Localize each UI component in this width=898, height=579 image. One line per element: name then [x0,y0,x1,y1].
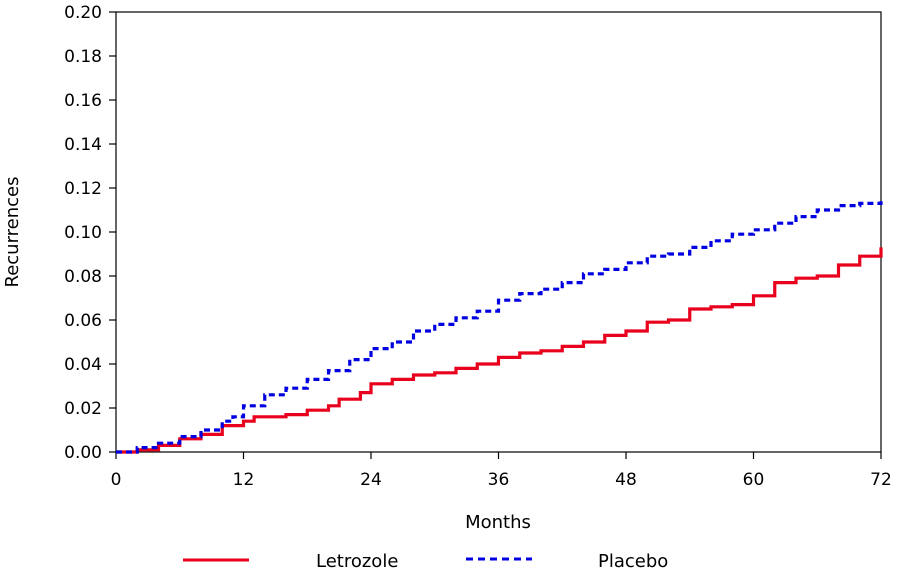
y-tick-label: 0.02 [64,399,102,419]
legend: Letrozole Placebo [183,551,668,572]
legend-label-placebo: Placebo [598,551,668,572]
y-tick-label: 0.16 [64,91,102,111]
series-layer [116,201,883,454]
y-tick-label: 0.20 [64,3,102,23]
x-tick-label: 0 [111,470,122,490]
x-tick-label: 60 [743,470,765,490]
x-tick-label: 24 [360,470,382,490]
y-tick-label: 0.00 [64,443,102,463]
x-tick-label: 36 [488,470,510,490]
y-tick-label: 0.18 [64,47,102,67]
y-tick-label: 0.14 [64,135,102,155]
y-tick-label: 0.06 [64,311,102,331]
x-tick-label: 12 [233,470,255,490]
y-axis: 0.00 0.02 0.04 0.06 0.08 0.10 0.12 0.14 0.16 0.18… [64,3,116,463]
series-line-placebo [116,201,883,454]
y-tick-label: 0.10 [64,223,102,243]
y-tick-label: 0.08 [64,267,102,287]
x-axis-label: Months [465,512,531,533]
y-axis-label: Recurrences [2,177,23,288]
x-tick-label: 72 [870,470,892,490]
x-tick-label: 48 [615,470,637,490]
series-line-letrozole [116,247,883,454]
y-tick-label: 0.12 [64,179,102,199]
plot-frame [115,11,882,453]
y-tick-label: 0.04 [64,355,102,375]
legend-label-letrozole: Letrozole [316,551,398,572]
x-axis: 0 12 24 36 48 60 72 [111,452,892,490]
